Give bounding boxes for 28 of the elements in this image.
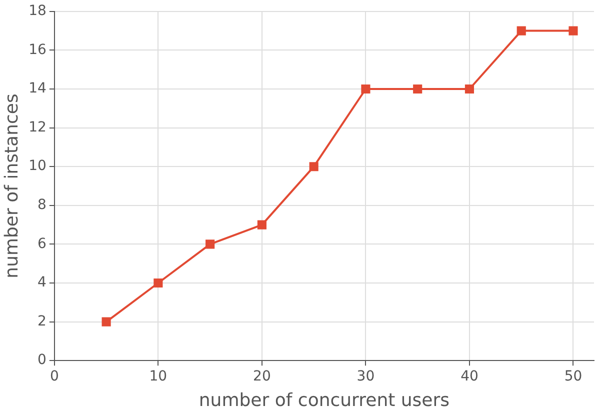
- x-tick-label: 10: [149, 368, 168, 385]
- point: [102, 317, 111, 326]
- y-tick-label: 16: [28, 42, 46, 58]
- y-tick-label: 14: [28, 80, 46, 97]
- point: [206, 240, 215, 249]
- x-tick-label: 40: [460, 368, 478, 385]
- point: [568, 26, 578, 36]
- y-tick-label: 8: [37, 197, 46, 214]
- point: [154, 278, 163, 288]
- point: [257, 220, 266, 230]
- x-tick-label: 50: [564, 368, 582, 385]
- y-axis-title: number of instances: [1, 94, 22, 278]
- point: [516, 26, 526, 36]
- x-tick-label: 20: [253, 368, 271, 385]
- x-tick-label: 30: [356, 368, 375, 385]
- point: [309, 162, 318, 172]
- y-tick-label: 6: [37, 236, 46, 252]
- x-tick-label: 0: [50, 368, 59, 385]
- y-tick-label: 0: [37, 352, 46, 368]
- y-tick-label: 10: [28, 158, 46, 174]
- point: [361, 84, 370, 94]
- y-tick-label: 4: [37, 274, 46, 291]
- point: [464, 84, 474, 94]
- y-tick-label: 12: [28, 119, 46, 136]
- y-tick-label: 18: [28, 3, 46, 20]
- y-tick-label: 2: [37, 313, 46, 330]
- point: [413, 84, 422, 94]
- x-axis-title: number of concurrent users: [198, 390, 450, 411]
